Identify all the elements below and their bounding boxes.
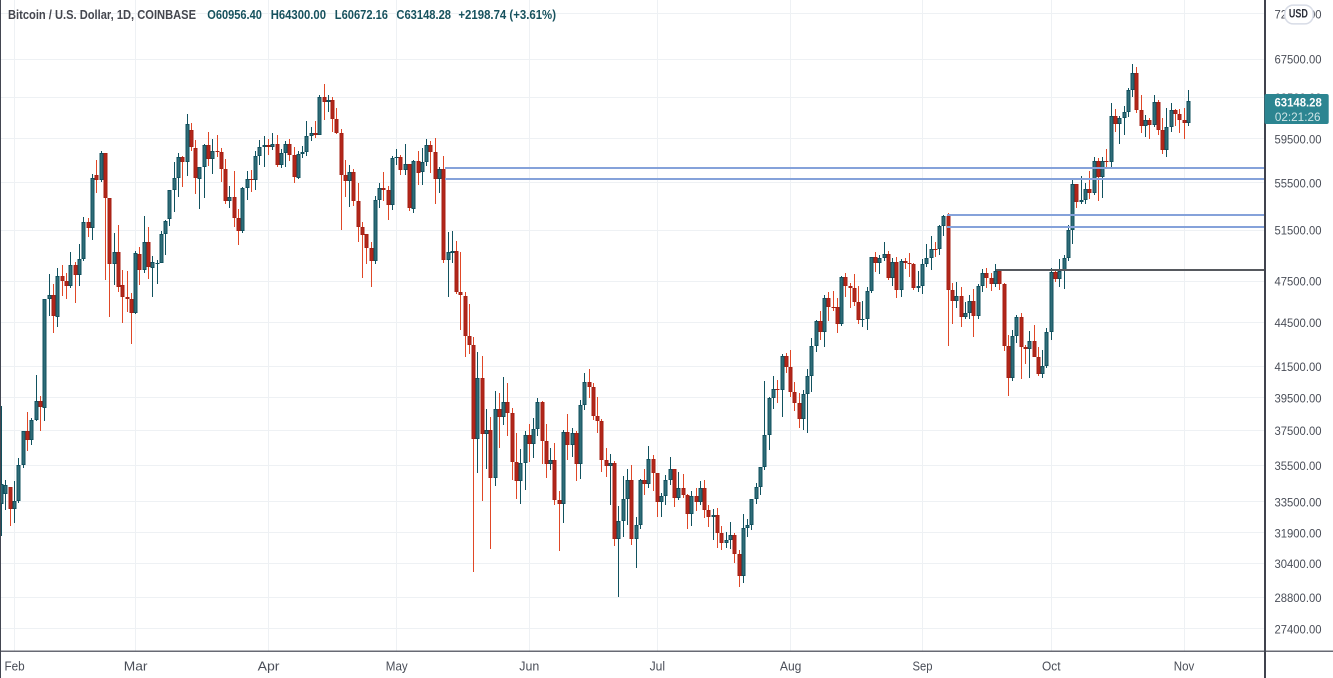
svg-text:USD: USD bbox=[1289, 7, 1308, 21]
svg-text:55500.00: 55500.00 bbox=[1275, 176, 1322, 190]
svg-text:C63148.28: C63148.28 bbox=[396, 8, 451, 22]
svg-text:31900.00: 31900.00 bbox=[1275, 526, 1322, 540]
svg-text:30400.00: 30400.00 bbox=[1275, 557, 1322, 571]
svg-text:Feb: Feb bbox=[5, 660, 25, 674]
svg-text:Oct: Oct bbox=[1042, 660, 1061, 674]
svg-text:28800.00: 28800.00 bbox=[1275, 591, 1322, 605]
svg-text:Jul: Jul bbox=[650, 660, 666, 674]
svg-text:41500.00: 41500.00 bbox=[1275, 360, 1322, 374]
svg-text:Nov: Nov bbox=[1174, 660, 1195, 674]
svg-text:63148.28: 63148.28 bbox=[1275, 96, 1323, 110]
svg-text:Jun: Jun bbox=[519, 660, 539, 674]
svg-text:+2198.74 (+3.61%): +2198.74 (+3.61%) bbox=[458, 8, 556, 22]
svg-text:Apr: Apr bbox=[258, 660, 280, 674]
svg-text:59500.00: 59500.00 bbox=[1275, 132, 1322, 146]
svg-text:44500.00: 44500.00 bbox=[1275, 316, 1322, 330]
svg-text:Mar: Mar bbox=[124, 660, 148, 674]
svg-text:33500.00: 33500.00 bbox=[1275, 496, 1322, 510]
svg-text:37500.00: 37500.00 bbox=[1275, 424, 1322, 438]
svg-text:39500.00: 39500.00 bbox=[1275, 391, 1322, 405]
svg-text:Sep: Sep bbox=[913, 660, 933, 674]
svg-text:47500.00: 47500.00 bbox=[1275, 275, 1322, 289]
svg-text:02:21:26: 02:21:26 bbox=[1275, 110, 1321, 124]
svg-text:27400.00: 27400.00 bbox=[1275, 623, 1322, 637]
svg-text:O60956.40: O60956.40 bbox=[207, 8, 262, 22]
svg-text:May: May bbox=[386, 660, 409, 674]
svg-text:H64300.00: H64300.00 bbox=[271, 8, 326, 22]
svg-text:L60672.16: L60672.16 bbox=[335, 8, 388, 22]
svg-text:35500.00: 35500.00 bbox=[1275, 459, 1322, 473]
svg-text:51500.00: 51500.00 bbox=[1275, 224, 1322, 238]
svg-text:67500.00: 67500.00 bbox=[1275, 53, 1322, 67]
svg-text:Bitcoin / U.S. Dollar, 1D, COI: Bitcoin / U.S. Dollar, 1D, COINBASE bbox=[8, 8, 196, 22]
svg-text:Aug: Aug bbox=[780, 660, 802, 674]
